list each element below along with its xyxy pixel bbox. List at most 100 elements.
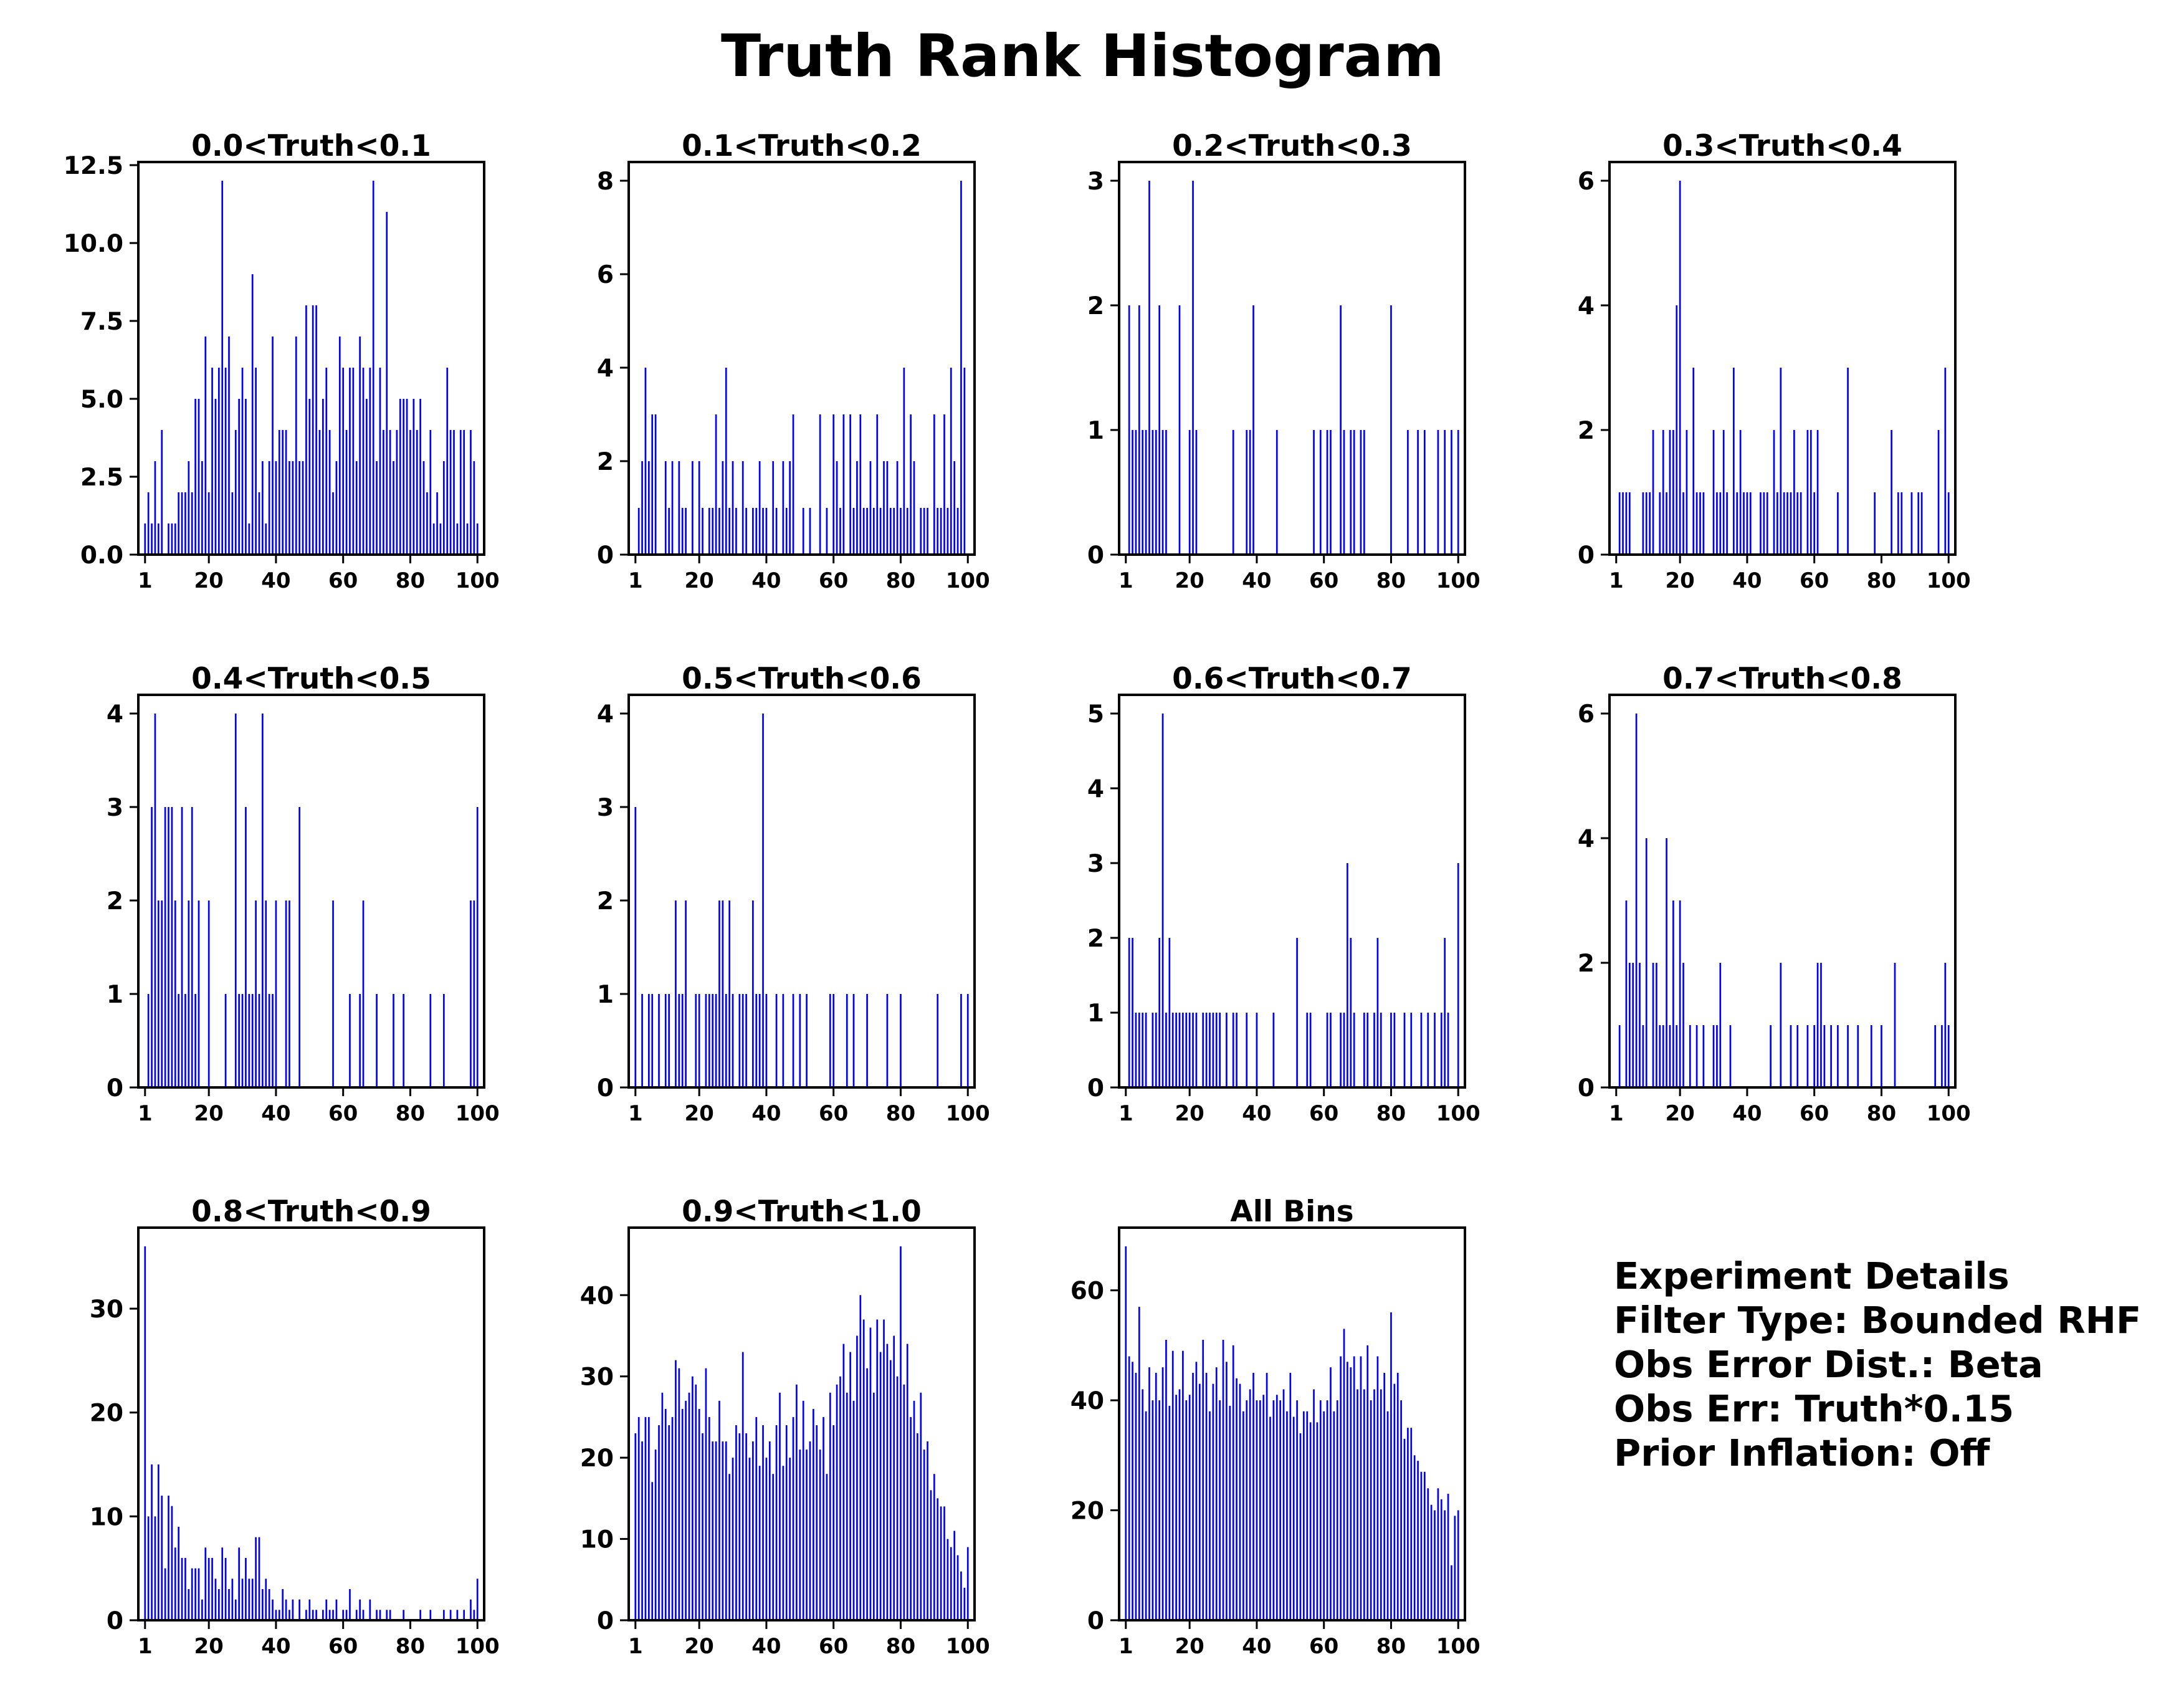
bar — [1847, 368, 1849, 555]
bar — [342, 368, 345, 555]
bar — [1161, 1367, 1164, 1620]
bar — [903, 1384, 905, 1620]
bar — [1152, 1400, 1154, 1620]
bar — [1128, 938, 1130, 1087]
y-tick-label: 1 — [1087, 1000, 1104, 1028]
bar — [1252, 305, 1254, 555]
bar — [829, 1392, 831, 1620]
bar — [1766, 492, 1768, 555]
bar — [1437, 430, 1439, 555]
bar — [765, 1458, 768, 1620]
x-tick-label: 20 — [1175, 568, 1204, 593]
subplot-11: All Bins 1 20 40 60 80 100 0 20 40 60 — [1071, 1195, 1481, 1659]
bar — [1410, 1428, 1413, 1620]
bar — [1692, 368, 1695, 555]
bar — [1857, 1025, 1859, 1087]
bar — [1326, 1400, 1328, 1620]
bar — [419, 399, 421, 555]
bar — [758, 994, 761, 1087]
bar — [900, 508, 902, 555]
bar — [792, 994, 794, 1087]
y-tick-label: 7.5 — [80, 308, 123, 336]
bar — [201, 461, 203, 555]
bar — [1447, 1013, 1449, 1087]
x-tick-label: 1 — [1609, 1101, 1624, 1126]
subplot-title: 0.7<Truth<0.8 — [1662, 662, 1902, 696]
subplot-title: 0.5<Truth<0.6 — [682, 662, 922, 696]
bar — [1205, 1013, 1208, 1087]
bar — [1165, 1340, 1167, 1620]
bar — [416, 430, 418, 555]
bar — [1813, 492, 1816, 555]
bar — [268, 994, 270, 1087]
bar — [913, 461, 915, 555]
bar — [285, 900, 287, 1087]
bar — [813, 1408, 814, 1620]
bar — [1736, 492, 1738, 555]
bar — [1313, 1389, 1315, 1620]
bar — [204, 337, 207, 555]
x-tick-label: 80 — [396, 568, 425, 593]
bar — [728, 900, 730, 1087]
y-tick-label: 0 — [597, 1074, 614, 1102]
bar — [207, 900, 210, 1087]
bar — [953, 1531, 956, 1620]
bar — [144, 1246, 146, 1620]
bar — [1171, 1013, 1174, 1087]
bar — [1135, 1372, 1137, 1620]
bar — [1128, 1356, 1130, 1620]
bar — [651, 1482, 654, 1620]
bar — [376, 461, 378, 555]
bar — [1192, 1013, 1194, 1087]
bar — [322, 1610, 324, 1620]
x-tick-label: 60 — [1309, 568, 1338, 593]
bar — [792, 1416, 794, 1620]
bar — [302, 461, 304, 555]
bar — [647, 1416, 650, 1620]
bar — [272, 337, 274, 555]
bar — [1353, 1356, 1355, 1620]
bar — [188, 461, 190, 555]
bar — [1138, 1013, 1140, 1087]
bar — [1806, 1025, 1809, 1087]
bar — [1420, 1471, 1423, 1620]
bar — [161, 1496, 163, 1620]
bar — [862, 1319, 865, 1620]
bar — [1423, 430, 1426, 555]
bar — [315, 1610, 317, 1620]
bar — [1178, 305, 1181, 555]
bar — [151, 1464, 153, 1620]
bar — [1837, 492, 1839, 555]
bar — [920, 508, 922, 555]
x-tick-label: 1 — [1609, 568, 1624, 593]
y-tick-label: 10 — [90, 1503, 123, 1531]
bar — [463, 1610, 465, 1620]
bar — [943, 1506, 945, 1620]
bar — [181, 492, 183, 555]
bar — [725, 994, 727, 1087]
bar — [927, 1441, 928, 1620]
bar — [1816, 963, 1819, 1087]
bar — [312, 1610, 314, 1620]
bar — [722, 1441, 724, 1620]
bar — [943, 414, 945, 555]
bar — [802, 508, 804, 555]
x-tick-label: 20 — [684, 1101, 713, 1126]
bar — [228, 1589, 230, 1620]
y-tick-label: 1 — [107, 981, 123, 1009]
bar — [198, 1568, 200, 1620]
x-tick-label: 100 — [946, 568, 990, 593]
bar — [188, 1589, 190, 1620]
bar — [1830, 1025, 1832, 1087]
bar — [933, 1474, 935, 1620]
bar — [963, 368, 966, 555]
bar — [947, 1539, 949, 1620]
bar — [1192, 1372, 1194, 1620]
bar — [419, 1610, 421, 1620]
bar — [1347, 1362, 1348, 1620]
bar — [449, 1610, 452, 1620]
bar — [1219, 1013, 1221, 1087]
bar — [184, 1558, 186, 1620]
subplot-2: 0.1<Truth<0.2 1 20 40 60 80 100 0 2 4 6 8 — [597, 129, 990, 593]
